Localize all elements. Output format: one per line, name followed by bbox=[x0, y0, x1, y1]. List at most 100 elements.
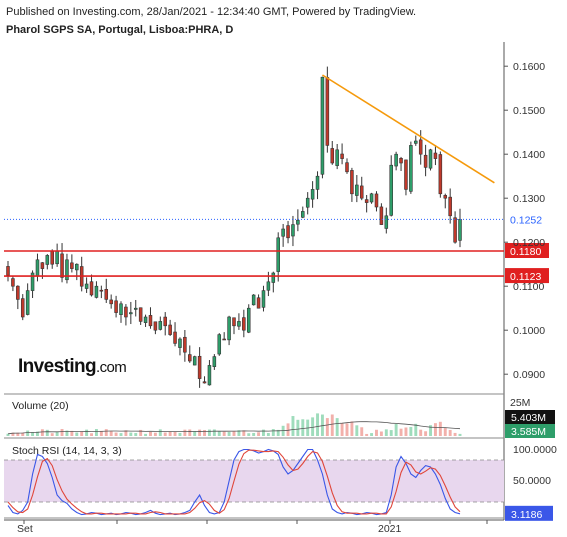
stoch-rsi-d-line bbox=[7, 449, 461, 515]
candle-body bbox=[394, 153, 398, 167]
volume-bar bbox=[458, 433, 462, 436]
candle-body bbox=[301, 211, 305, 218]
candle-body bbox=[217, 334, 222, 355]
volume-bar bbox=[104, 429, 108, 436]
support-label: 0.1180 bbox=[510, 246, 541, 258]
candle-body bbox=[16, 285, 20, 300]
candle-body bbox=[35, 259, 40, 277]
volume-bar bbox=[188, 429, 192, 436]
time-tick-label: Set bbox=[17, 523, 33, 535]
candle-body bbox=[423, 154, 428, 168]
volume-bar bbox=[114, 432, 118, 436]
candle-body bbox=[30, 272, 35, 291]
candle-body bbox=[133, 307, 138, 310]
volume-bar bbox=[178, 432, 182, 436]
stoch-rsi-k-line bbox=[7, 448, 461, 516]
volume-bar bbox=[330, 414, 334, 436]
support-badge bbox=[505, 268, 549, 284]
stoch-rsi-plot: 3.1186 bbox=[4, 448, 553, 521]
volume-bar bbox=[247, 433, 251, 436]
volume-bar bbox=[438, 421, 442, 436]
candle-body bbox=[207, 365, 212, 386]
volume-bar bbox=[301, 419, 305, 436]
stoch-rsi-100-tick: 100.0000 bbox=[513, 444, 557, 456]
candle-body bbox=[281, 228, 285, 237]
candle-body bbox=[197, 355, 202, 379]
candle-body bbox=[320, 76, 325, 175]
candle-body bbox=[183, 336, 187, 353]
volume-bar bbox=[227, 432, 231, 436]
candle-body bbox=[359, 185, 364, 199]
volume-bar bbox=[419, 429, 423, 436]
candle-body bbox=[227, 316, 231, 341]
volume-bar bbox=[183, 429, 187, 436]
volume-bar bbox=[124, 430, 128, 436]
volume-bar bbox=[448, 429, 452, 436]
published-caption: Published on Investing.com, 28/Jan/2021 … bbox=[6, 6, 417, 18]
candle-body bbox=[271, 272, 276, 283]
volume-bar bbox=[222, 431, 226, 436]
stoch-rsi-last-label: 3.1186 bbox=[511, 509, 542, 521]
volume-bar bbox=[232, 431, 236, 436]
volume-bar bbox=[144, 433, 148, 436]
volume-bar bbox=[207, 429, 211, 436]
candle-body bbox=[242, 317, 246, 331]
volume-bar bbox=[70, 430, 74, 436]
volume-ma-badge bbox=[505, 424, 555, 438]
volume-bar bbox=[325, 418, 329, 436]
candle-body bbox=[25, 290, 30, 315]
volume-bar bbox=[65, 430, 69, 436]
volume-last-badge bbox=[505, 410, 555, 424]
candle-body bbox=[143, 316, 148, 323]
volume-bar bbox=[6, 433, 10, 436]
volume-bar bbox=[45, 429, 49, 436]
volume-bar bbox=[409, 426, 413, 436]
candle-body bbox=[148, 315, 153, 327]
candle-body bbox=[70, 262, 74, 269]
candle-body bbox=[75, 263, 79, 271]
price-tick-label: 0.1500 bbox=[513, 105, 545, 117]
candle-body bbox=[237, 321, 241, 327]
volume-bar bbox=[60, 429, 64, 436]
candle-body bbox=[168, 324, 172, 335]
volume-bar bbox=[291, 416, 295, 436]
candle-body bbox=[345, 162, 349, 173]
volume-plot: 5.403M 3.585M bbox=[6, 410, 555, 438]
candle-body bbox=[89, 281, 94, 296]
volume-bar bbox=[217, 431, 221, 436]
volume-bar bbox=[203, 429, 206, 436]
volume-bar bbox=[168, 431, 172, 436]
volume-bar bbox=[384, 429, 388, 436]
support-badge bbox=[505, 243, 549, 258]
volume-bar bbox=[404, 427, 408, 436]
candle-body bbox=[350, 170, 354, 195]
volume-bar bbox=[414, 423, 418, 436]
volume-bar bbox=[286, 423, 290, 436]
volume-bar bbox=[31, 432, 35, 436]
volume-bar bbox=[370, 433, 374, 436]
volume-bar bbox=[237, 430, 241, 436]
candle-body bbox=[389, 164, 393, 216]
candle-body bbox=[173, 331, 177, 344]
last-price-badge bbox=[505, 211, 549, 227]
candle-body bbox=[50, 251, 54, 265]
volume-last-label: 5.403M bbox=[511, 412, 546, 424]
volume-bar bbox=[26, 430, 30, 436]
volume-bar bbox=[212, 429, 216, 436]
volume-bar bbox=[75, 432, 79, 436]
volume-bar bbox=[355, 425, 359, 436]
volume-bar bbox=[335, 418, 339, 436]
candle-body bbox=[438, 154, 443, 195]
stoch-rsi-50-tick: 50.0000 bbox=[513, 475, 551, 487]
candle-body bbox=[286, 225, 290, 239]
candle-body bbox=[291, 224, 295, 237]
volume-bar bbox=[350, 421, 354, 436]
candle-body bbox=[276, 237, 280, 272]
candle-body bbox=[119, 303, 123, 315]
volume-bar bbox=[80, 431, 84, 436]
volume-bar bbox=[90, 433, 93, 436]
volume-bar bbox=[296, 419, 300, 436]
volume-bar bbox=[271, 429, 275, 436]
candle-body bbox=[448, 196, 452, 217]
